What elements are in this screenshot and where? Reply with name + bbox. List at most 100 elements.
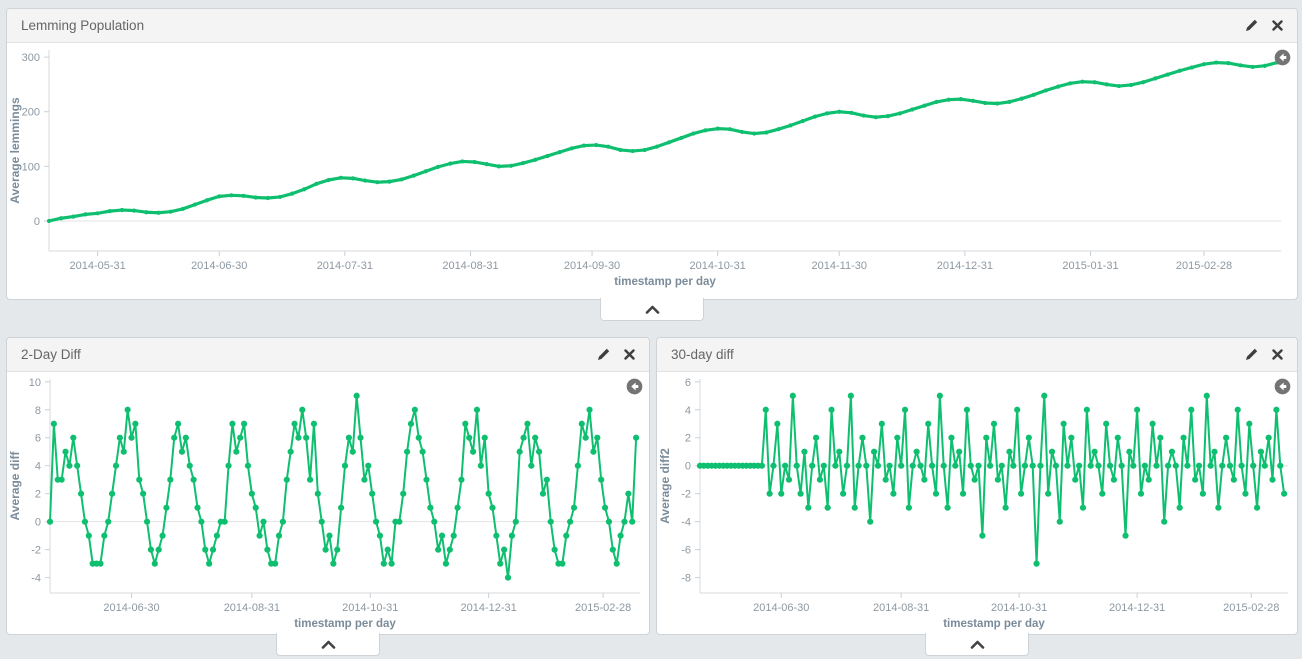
- data-point: [66, 462, 73, 469]
- data-point: [431, 518, 438, 525]
- data-point: [1153, 76, 1158, 81]
- x-axis-title: timestamp per day: [614, 276, 716, 288]
- data-point: [1184, 462, 1191, 469]
- data-point: [987, 462, 994, 469]
- data-point: [758, 462, 765, 469]
- collapse-panel-button[interactable]: [276, 633, 380, 656]
- data-point: [874, 462, 882, 469]
- data-point: [151, 560, 158, 567]
- data-point: [1002, 504, 1009, 511]
- data-point: [1242, 490, 1249, 497]
- data-point: [77, 490, 85, 497]
- panel-header: 30-day diff: [657, 338, 1297, 372]
- data-point: [1064, 462, 1071, 469]
- back-arrow-circle-icon[interactable]: [1274, 378, 1291, 395]
- data-point: [186, 462, 193, 469]
- data-point: [1126, 448, 1133, 455]
- data-point: [590, 448, 597, 455]
- data-point: [1203, 392, 1210, 399]
- data-point: [789, 392, 796, 399]
- data-point: [1226, 61, 1231, 66]
- data-point: [563, 532, 570, 539]
- data-point: [598, 476, 605, 483]
- data-point: [1230, 476, 1237, 483]
- data-point: [1262, 63, 1267, 68]
- data-point: [140, 490, 147, 497]
- edit-pencil-icon[interactable]: [1245, 348, 1258, 361]
- data-point: [574, 462, 581, 469]
- line-chart-lemming-population[interactable]: 0 100 200 300 2014-05-31 2014-06-30 2014-07-31…: [7, 43, 1295, 297]
- edit-pencil-icon[interactable]: [1245, 19, 1258, 32]
- data-point: [1246, 420, 1253, 427]
- data-point: [287, 448, 294, 455]
- data-point: [128, 434, 135, 441]
- series-line: [700, 394, 1286, 565]
- data-point: [1214, 60, 1219, 65]
- collapse-panel-button[interactable]: [600, 298, 704, 321]
- x-tick-label: 2014-08-31: [224, 602, 280, 614]
- data-point: [58, 476, 65, 483]
- back-arrow-circle-icon[interactable]: [1274, 49, 1291, 66]
- data-point: [975, 462, 982, 469]
- y-tick-label: 2: [35, 489, 41, 501]
- data-point: [963, 406, 971, 413]
- data-point: [567, 518, 574, 525]
- data-point: [983, 100, 988, 106]
- close-x-icon[interactable]: [624, 349, 635, 360]
- data-point: [582, 434, 589, 441]
- data-point: [248, 490, 255, 497]
- data-point: [654, 144, 659, 149]
- data-point: [1128, 82, 1134, 88]
- data-point: [472, 159, 477, 165]
- data-point: [990, 420, 998, 427]
- data-point: [1253, 504, 1261, 511]
- data-point: [97, 560, 104, 567]
- data-point: [516, 448, 523, 455]
- data-point: [124, 406, 131, 413]
- collapse-panel-button[interactable]: [925, 633, 1029, 656]
- panel-title: 30-day diff: [671, 347, 734, 362]
- data-point: [1261, 462, 1268, 469]
- line-chart-30-day-diff[interactable]: -8 -6 -4 -2 0 2 4 6 2014-06-30 2014-08-31 2014-10-…: [657, 372, 1295, 632]
- data-point: [109, 490, 116, 497]
- data-point: [613, 560, 620, 567]
- data-point: [147, 546, 155, 553]
- y-tick-label: 0: [34, 216, 40, 228]
- data-point: [404, 448, 411, 455]
- data-point: [569, 146, 574, 151]
- data-point: [545, 153, 550, 159]
- data-point: [983, 434, 990, 441]
- data-point: [159, 532, 166, 539]
- data-point: [594, 434, 601, 441]
- data-point: [785, 476, 793, 483]
- data-point: [62, 448, 69, 455]
- data-point: [1141, 462, 1148, 469]
- data-point: [438, 532, 446, 539]
- line-chart-2-day-diff[interactable]: -4 -2 0 2 4 6 8 10 2014-06-30 2014-08-31 2014-10-3…: [7, 372, 647, 632]
- edit-pencil-icon[interactable]: [597, 348, 610, 361]
- data-point: [1087, 462, 1094, 469]
- back-arrow-circle-icon[interactable]: [626, 378, 643, 395]
- data-point: [314, 490, 321, 497]
- data-point: [570, 504, 578, 511]
- close-x-icon[interactable]: [1272, 20, 1283, 31]
- data-point: [618, 147, 623, 153]
- data-point: [427, 504, 434, 511]
- data-point: [497, 560, 504, 567]
- data-point: [435, 164, 441, 169]
- data-point: [116, 434, 123, 441]
- x-tick-label: 2014-10-31: [690, 260, 746, 272]
- data-point: [74, 462, 81, 469]
- data-point: [533, 157, 538, 162]
- data-point: [809, 462, 816, 469]
- data-point: [1056, 84, 1061, 89]
- data-point: [633, 434, 640, 441]
- data-point: [322, 546, 329, 553]
- data-point: [46, 518, 54, 525]
- data-point: [119, 207, 125, 213]
- data-point: [1116, 83, 1121, 89]
- data-point: [778, 490, 785, 497]
- data-point: [244, 462, 252, 469]
- data-point: [275, 532, 283, 539]
- close-x-icon[interactable]: [1272, 349, 1283, 360]
